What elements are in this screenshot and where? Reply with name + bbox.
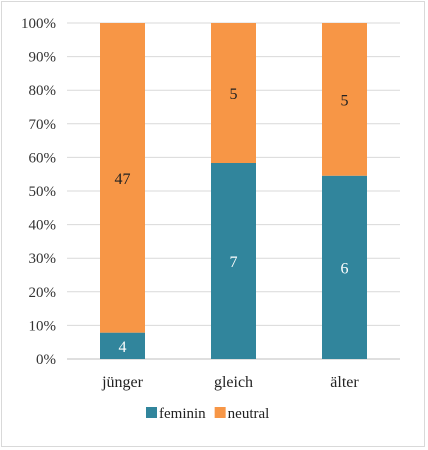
legend-swatch-feminin [146, 407, 157, 418]
bar-segment-neutral [211, 23, 256, 163]
y-tick-label: 60% [29, 150, 57, 166]
y-tick-label: 90% [29, 50, 57, 66]
data-label: 5 [341, 92, 349, 109]
x-tick-label: älter [330, 374, 359, 391]
data-label: 7 [230, 254, 238, 271]
y-tick-label: 30% [29, 251, 57, 267]
y-tick-label: 20% [29, 285, 57, 301]
bar-segment-neutral [322, 23, 367, 176]
y-tick-label: 70% [29, 117, 57, 133]
y-tick-label: 0% [36, 352, 56, 368]
bar-segment-feminin [100, 332, 145, 359]
bar-segment-feminin [211, 163, 256, 359]
y-tick-label: 80% [29, 83, 57, 99]
y-tick-label: 10% [29, 318, 57, 334]
data-label: 47 [115, 171, 131, 188]
x-tick-label: jünger [101, 374, 144, 391]
y-tick-label: 50% [29, 184, 57, 200]
legend-label: neutral [228, 406, 270, 422]
y-tick-label: 40% [29, 218, 57, 234]
y-tick-label: 100% [21, 16, 56, 32]
legend-swatch-neutral [214, 407, 226, 418]
bar-segment-neutral [100, 23, 145, 333]
legend-label: feminin [159, 406, 206, 422]
bar-segment-feminin [322, 175, 367, 359]
data-label: 5 [230, 86, 238, 103]
x-tick-label: gleich [214, 374, 253, 391]
data-label: 4 [119, 339, 127, 356]
data-label: 6 [341, 260, 349, 277]
